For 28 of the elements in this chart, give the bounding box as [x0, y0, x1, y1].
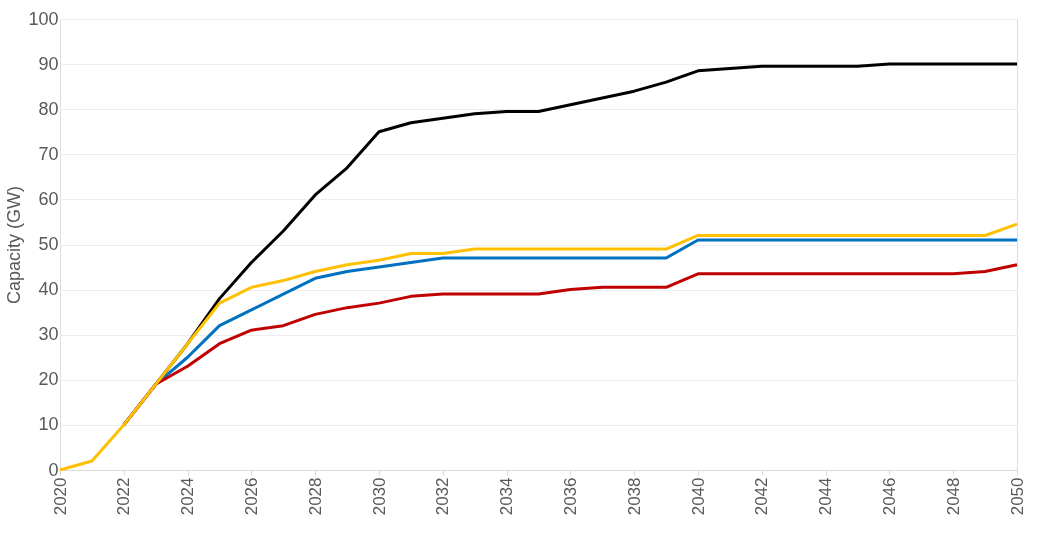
x-tick-label: 2048 [943, 477, 963, 516]
y-tick-label: 40 [38, 279, 59, 300]
y-tick-label: 20 [38, 369, 59, 390]
y-tick-label: 90 [38, 53, 59, 74]
x-tick-label: 2046 [879, 477, 899, 516]
y-tick-label: 50 [38, 234, 59, 254]
x-tick-label: 2024 [178, 477, 198, 516]
x-tick-label: 2022 [114, 477, 134, 516]
x-tick-label: 2026 [241, 477, 261, 516]
y-tick-label: 10 [38, 414, 59, 435]
y-axis-title: Capacity (GW) [4, 185, 25, 305]
x-tick-label: 2042 [752, 477, 772, 516]
x-tick-label: 2036 [560, 477, 580, 516]
y-tick-label: 100 [28, 8, 59, 29]
y-tick-label: 70 [38, 143, 59, 164]
line-series [58, 222, 1019, 472]
x-tick-label: 2034 [497, 477, 517, 516]
y-tick-label: 80 [38, 98, 59, 119]
x-tick-label: 2028 [305, 477, 325, 516]
x-tick-label: 2040 [688, 477, 708, 516]
x-tick-label: 2030 [369, 477, 389, 516]
x-tick-label: 2032 [433, 477, 453, 516]
y-tick-label: 30 [38, 324, 59, 345]
y-tick-label: 60 [38, 188, 59, 209]
x-tick-label: 2020 [50, 477, 70, 516]
x-tick-label: 2044 [816, 477, 836, 516]
x-tick-label: 2050 [1007, 477, 1027, 516]
x-tick-label: 2038 [624, 477, 644, 516]
